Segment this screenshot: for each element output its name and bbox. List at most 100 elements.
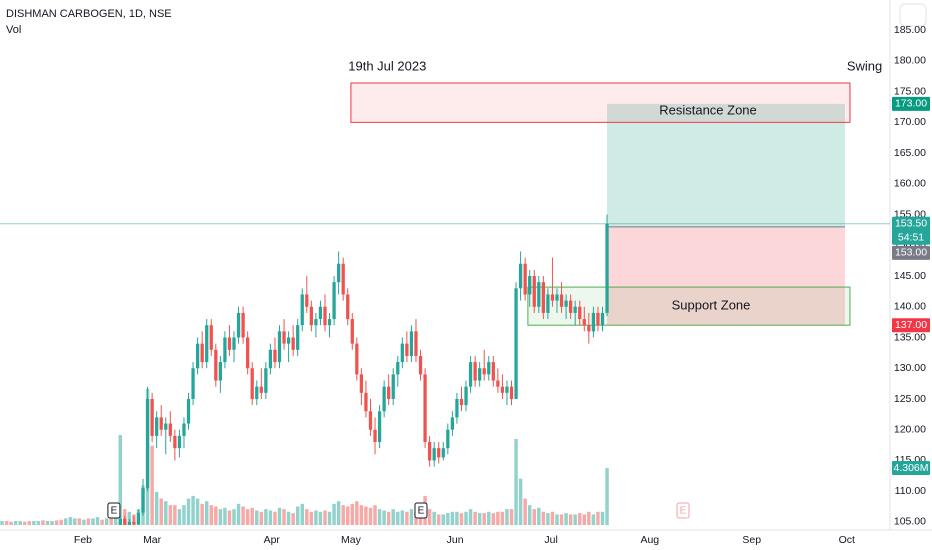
candle-body bbox=[478, 368, 482, 381]
candle-body bbox=[0, 543, 3, 546]
volume-bar bbox=[341, 505, 345, 525]
volume-bar bbox=[264, 509, 268, 525]
candle-body bbox=[282, 331, 286, 344]
candle-body bbox=[341, 263, 345, 295]
profit-area bbox=[607, 103, 845, 227]
candle-body bbox=[123, 518, 127, 525]
volume-bar bbox=[396, 511, 400, 525]
volume-bar bbox=[63, 518, 68, 525]
candle-body bbox=[19, 543, 22, 545]
candle-body bbox=[596, 312, 600, 326]
candle-body bbox=[332, 282, 336, 320]
volume-bar bbox=[273, 511, 277, 525]
volume-bar bbox=[509, 509, 514, 525]
candle-body bbox=[37, 544, 40, 546]
x-tick-label: Apr bbox=[264, 534, 281, 546]
volume-bar bbox=[459, 513, 464, 525]
candle-body bbox=[218, 362, 222, 381]
candle-body bbox=[400, 343, 404, 363]
candle-body bbox=[455, 398, 459, 418]
candle-body bbox=[496, 380, 500, 387]
volume-bar bbox=[73, 518, 77, 525]
volume-bar bbox=[441, 514, 445, 525]
candle-body bbox=[145, 398, 150, 489]
volume-bar bbox=[309, 511, 314, 525]
candle-body bbox=[546, 294, 550, 313]
volume-bar bbox=[382, 510, 386, 525]
candle-body bbox=[200, 343, 204, 363]
candle-body bbox=[382, 386, 386, 412]
candle-body bbox=[432, 448, 436, 461]
candle-body bbox=[205, 325, 209, 363]
candle-body bbox=[323, 306, 327, 326]
candle-body bbox=[250, 368, 254, 399]
candle-body bbox=[509, 386, 514, 399]
resistance-label: Resistance Zone bbox=[659, 103, 757, 118]
volume-bar bbox=[118, 435, 123, 525]
volume-bar bbox=[405, 511, 409, 525]
volume-bar bbox=[164, 501, 168, 525]
volume-bar bbox=[377, 509, 382, 525]
volume-bar bbox=[18, 521, 22, 525]
last-price-tag: 153.50 bbox=[895, 218, 927, 230]
candle-body bbox=[468, 362, 473, 387]
volume-bar bbox=[332, 503, 336, 525]
candle-body bbox=[127, 521, 132, 525]
candle-body bbox=[473, 362, 477, 381]
volume-bar bbox=[154, 491, 159, 525]
volume-bar bbox=[591, 514, 596, 525]
volume-bar bbox=[514, 439, 518, 525]
volume-bar bbox=[450, 511, 455, 525]
candle-body bbox=[136, 512, 141, 525]
volume-bar bbox=[336, 501, 341, 525]
candle-body bbox=[396, 362, 400, 375]
settings-button[interactable] bbox=[899, 3, 927, 27]
candle-body bbox=[232, 337, 236, 350]
candle-body bbox=[441, 448, 445, 458]
volume-bar bbox=[346, 506, 350, 525]
candle-body bbox=[423, 374, 427, 443]
candle-body bbox=[600, 312, 605, 326]
candle-body bbox=[373, 429, 377, 443]
candle-body bbox=[532, 276, 536, 307]
candle-body bbox=[327, 319, 332, 326]
y-tick-label: 140.00 bbox=[894, 301, 926, 313]
volume-bar bbox=[77, 518, 82, 525]
candle-body bbox=[60, 543, 63, 545]
volume-bar bbox=[277, 507, 282, 525]
volume-bar bbox=[232, 509, 236, 525]
countdown: 54:51 bbox=[898, 232, 924, 244]
volume-bar bbox=[355, 501, 359, 525]
candle-body bbox=[69, 540, 72, 541]
candle-body bbox=[569, 300, 573, 313]
volume-bar bbox=[268, 510, 273, 525]
volume-bar bbox=[368, 507, 373, 525]
volume-bar bbox=[464, 511, 468, 525]
candle-body bbox=[359, 374, 364, 393]
volume-bar bbox=[473, 511, 477, 525]
volume-bar bbox=[223, 507, 227, 525]
volume-bar bbox=[41, 520, 45, 525]
volume-bar bbox=[245, 509, 250, 525]
volume-bar bbox=[250, 507, 254, 525]
y-tick-label: 105.00 bbox=[894, 516, 926, 528]
candle-body bbox=[300, 294, 304, 326]
volume-bar bbox=[173, 505, 177, 525]
candle-body bbox=[255, 386, 259, 399]
candle-body bbox=[368, 411, 373, 430]
y-tick-label: 145.00 bbox=[894, 270, 926, 282]
volume-bar bbox=[409, 509, 414, 525]
volume-bar bbox=[482, 513, 486, 525]
candle-body bbox=[573, 306, 577, 313]
volume-bar bbox=[209, 505, 213, 525]
x-tick-label: Oct bbox=[839, 534, 855, 546]
volume-bar bbox=[32, 521, 36, 525]
candle-body bbox=[523, 263, 527, 295]
volume-bar bbox=[600, 511, 605, 525]
candle-body bbox=[518, 263, 523, 289]
volume-bar bbox=[0, 521, 4, 525]
candle-body bbox=[482, 368, 486, 375]
candle-body bbox=[227, 337, 232, 350]
candle-body bbox=[191, 368, 195, 399]
volume-bar bbox=[300, 503, 304, 525]
